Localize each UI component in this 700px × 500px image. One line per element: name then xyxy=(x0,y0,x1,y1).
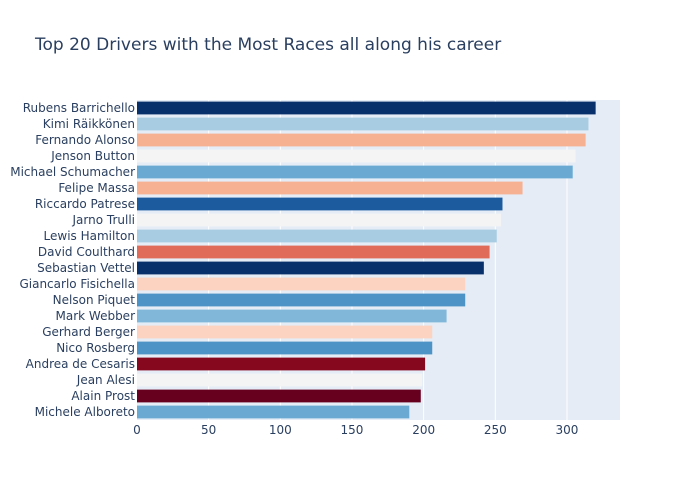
bars xyxy=(137,101,596,419)
y-tick-labels: Rubens Barrichello Kimi Räikkönen Fernando… xyxy=(10,101,135,419)
bar xyxy=(137,357,426,371)
y-tick-label: Michele Alboreto xyxy=(35,405,135,419)
bar xyxy=(137,341,433,355)
bar xyxy=(137,261,484,275)
y-tick-label: Kimi Räikkönen xyxy=(43,117,135,131)
bar xyxy=(137,117,589,131)
bar xyxy=(137,213,502,227)
x-tick-labels: 0 50 100 150 200 250 300 xyxy=(133,423,578,437)
y-tick-label: Gerhard Berger xyxy=(42,325,135,339)
x-tick-label: 250 xyxy=(484,423,507,437)
plot-area xyxy=(137,100,620,420)
bar xyxy=(137,101,596,115)
bar xyxy=(137,373,423,387)
y-tick-label: Nelson Piquet xyxy=(53,293,136,307)
bar xyxy=(137,133,586,147)
x-tick-label: 50 xyxy=(201,423,216,437)
y-tick-label: Andrea de Cesaris xyxy=(26,357,135,371)
bar xyxy=(137,229,497,243)
y-tick-label: Sebastian Vettel xyxy=(37,261,135,275)
y-tick-label: Jenson Button xyxy=(50,149,135,163)
y-tick-label: Felipe Massa xyxy=(58,181,135,195)
y-tick-label: Jean Alesi xyxy=(76,373,135,387)
y-tick-label: Michael Schumacher xyxy=(10,165,135,179)
y-tick-label: Fernando Alonso xyxy=(35,133,135,147)
bar xyxy=(137,389,421,403)
x-tick-label: 150 xyxy=(341,423,364,437)
y-tick-label: Alain Prost xyxy=(71,389,135,403)
bar xyxy=(137,149,576,163)
y-tick-label: Rubens Barrichello xyxy=(23,101,135,115)
bar xyxy=(137,277,466,291)
x-tick-label: 200 xyxy=(412,423,435,437)
y-tick-label: Mark Webber xyxy=(56,309,136,323)
bar xyxy=(137,293,466,307)
bar xyxy=(137,325,433,339)
y-tick-label: Lewis Hamilton xyxy=(44,229,135,243)
x-tick-label: 0 xyxy=(133,423,141,437)
y-tick-label: David Coulthard xyxy=(38,245,135,259)
bar xyxy=(137,405,410,419)
chart-title: Top 20 Drivers with the Most Races all a… xyxy=(34,35,501,55)
y-tick-label: Giancarlo Fisichella xyxy=(19,277,135,291)
bar xyxy=(137,309,447,323)
bar xyxy=(137,181,523,195)
y-tick-label: Nico Rosberg xyxy=(56,341,135,355)
bar xyxy=(137,245,490,259)
y-tick-label: Riccardo Patrese xyxy=(35,197,135,211)
bar xyxy=(137,165,573,179)
x-tick-label: 300 xyxy=(556,423,579,437)
y-tick-label: Jarno Trulli xyxy=(72,213,135,227)
x-tick-label: 100 xyxy=(269,423,292,437)
bar xyxy=(137,197,503,211)
